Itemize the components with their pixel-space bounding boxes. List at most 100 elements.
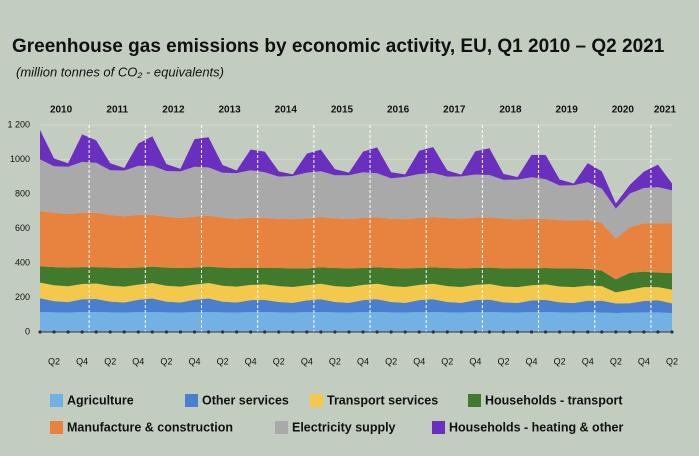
x-tick-dot bbox=[656, 330, 660, 334]
x-tick-dot bbox=[670, 330, 674, 334]
legend-swatch bbox=[432, 421, 445, 434]
x-tick-label: Q2 bbox=[441, 356, 453, 366]
x-tick-dot bbox=[122, 330, 126, 334]
year-label: 2014 bbox=[275, 105, 298, 116]
x-tick-dot bbox=[628, 330, 632, 334]
x-tick-dot bbox=[263, 330, 267, 334]
x-tick-dot bbox=[515, 330, 520, 334]
x-tick-label: Q4 bbox=[526, 356, 538, 366]
legend-label: Agriculture bbox=[67, 393, 134, 407]
x-tick-label: Q4 bbox=[413, 356, 425, 366]
chart-title: Greenhouse gas emissions by economic act… bbox=[12, 36, 665, 57]
x-tick-dot bbox=[600, 330, 604, 334]
x-tick-dot bbox=[305, 330, 309, 334]
x-tick-dot bbox=[544, 330, 548, 334]
x-tick-label: Q4 bbox=[582, 356, 594, 366]
y-tick-label: 200 bbox=[15, 292, 30, 302]
legend-label: Electricity supply bbox=[292, 420, 396, 434]
x-tick-label: Q4 bbox=[469, 356, 481, 366]
x-tick-dot bbox=[389, 330, 393, 334]
x-tick-dot bbox=[459, 330, 463, 334]
x-tick-dot bbox=[66, 330, 70, 334]
x-tick-dot bbox=[333, 330, 337, 334]
x-tick-label: Q2 bbox=[554, 356, 566, 366]
x-tick-dot bbox=[164, 330, 168, 334]
x-tick-label: Q4 bbox=[245, 356, 257, 366]
x-tick-dot bbox=[473, 330, 477, 334]
area bbox=[40, 159, 672, 239]
x-tick-label: Q2 bbox=[160, 356, 172, 366]
x-tick-label: Q4 bbox=[357, 356, 369, 366]
x-tick-dot bbox=[80, 330, 84, 334]
year-label: 2015 bbox=[331, 105, 354, 116]
x-tick-dot bbox=[572, 330, 576, 334]
area bbox=[40, 266, 672, 293]
x-tick-label: Q2 bbox=[273, 356, 285, 366]
x-tick-dot bbox=[445, 330, 449, 334]
year-label: 2017 bbox=[443, 105, 466, 116]
legend-swatch bbox=[185, 394, 198, 407]
legend-label: Households - heating & other bbox=[449, 420, 623, 434]
y-tick-label: 1000 bbox=[10, 154, 30, 164]
x-tick-label: Q2 bbox=[610, 356, 622, 366]
x-tick-dot bbox=[375, 330, 379, 334]
x-tick-label: Q2 bbox=[104, 356, 116, 366]
area bbox=[40, 130, 672, 209]
x-tick-dot bbox=[361, 330, 365, 334]
x-tick-label: Q2 bbox=[217, 356, 229, 366]
year-label: 2016 bbox=[387, 105, 410, 116]
legend-label: Transport services bbox=[327, 393, 438, 407]
x-tick-dot bbox=[277, 330, 281, 334]
legend-swatch bbox=[50, 421, 63, 434]
legend-label: Households - transport bbox=[485, 393, 623, 407]
x-tick-dot bbox=[192, 330, 197, 334]
area bbox=[40, 311, 672, 332]
legend-swatch bbox=[50, 394, 63, 407]
area bbox=[40, 282, 672, 304]
x-tick-dot bbox=[178, 330, 183, 334]
area bbox=[40, 298, 672, 314]
legend-swatch bbox=[310, 394, 323, 407]
x-tick-label: Q4 bbox=[638, 356, 650, 366]
x-tick-dot bbox=[150, 330, 154, 334]
x-tick-dot bbox=[642, 330, 646, 334]
x-tick-dot bbox=[108, 330, 112, 334]
x-tick-dot bbox=[614, 330, 618, 334]
year-label: 2011 bbox=[106, 105, 128, 116]
x-tick-label: Q4 bbox=[76, 356, 88, 366]
x-tick-dot bbox=[235, 330, 239, 334]
year-label: 2010 bbox=[50, 105, 73, 116]
x-tick-dot bbox=[220, 330, 225, 334]
area bbox=[40, 211, 672, 280]
legend-label: Manufacture & construction bbox=[67, 420, 233, 434]
y-tick-label: 0 bbox=[25, 326, 30, 336]
x-tick-dot bbox=[431, 330, 435, 334]
legend-label: Other services bbox=[202, 393, 289, 407]
x-tick-dot bbox=[136, 330, 140, 334]
x-tick-label: Q4 bbox=[188, 356, 200, 366]
x-tick-dot bbox=[94, 330, 98, 334]
x-tick-label: Q2 bbox=[48, 356, 60, 366]
x-tick-label: Q2 bbox=[666, 356, 678, 366]
legend-swatch bbox=[468, 394, 481, 407]
x-tick-dot bbox=[501, 330, 506, 334]
x-tick-dot bbox=[38, 330, 42, 334]
x-tick-dot bbox=[206, 330, 211, 334]
x-tick-dot bbox=[529, 330, 534, 334]
y-tick-label: 600 bbox=[15, 223, 30, 233]
x-tick-dot bbox=[487, 330, 492, 334]
x-tick-label: Q4 bbox=[132, 356, 144, 366]
x-tick-dot bbox=[417, 330, 421, 334]
x-tick-label: Q2 bbox=[329, 356, 341, 366]
x-tick-label: Q2 bbox=[385, 356, 397, 366]
x-tick-dot bbox=[319, 330, 323, 334]
legend-swatch bbox=[275, 421, 288, 434]
chart-subtitle: (million tonnes of CO₂ - equivalents) bbox=[16, 64, 224, 79]
x-tick-dot bbox=[249, 330, 253, 334]
year-label: 2019 bbox=[556, 105, 579, 116]
x-tick-label: Q4 bbox=[301, 356, 313, 366]
year-label: 2018 bbox=[499, 105, 522, 116]
x-tick-label: Q2 bbox=[497, 356, 509, 366]
y-tick-label: 400 bbox=[15, 257, 30, 267]
